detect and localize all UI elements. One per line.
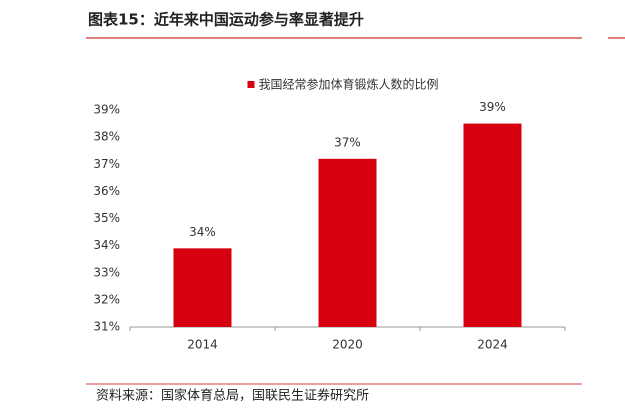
y-tick-label: 39% [93,103,120,117]
y-tick-label: 31% [93,320,120,334]
legend-label: 我国经常参加体育锻炼人数的比例 [259,77,439,92]
y-tick-label: 38% [93,130,120,144]
data-label: 39% [479,100,506,114]
y-tick-label: 32% [93,292,120,306]
y-tick-label: 36% [93,184,120,198]
data-label: 34% [189,225,216,239]
x-tick-label: 2014 [187,338,218,352]
page-title: 图表15：近年来中国运动参与率显著提升 [88,11,364,29]
y-tick-label: 34% [93,238,120,252]
data-label: 37% [334,135,361,149]
y-tick-label: 33% [93,265,120,279]
y-tick-label: 35% [93,211,120,225]
legend-swatch [247,81,255,88]
x-tick-label: 2020 [332,338,363,352]
source-note: 资料来源：国家体育总局，国联民生证券研究所 [96,388,369,404]
bar [173,248,232,327]
bar [463,123,522,327]
y-tick-label: 37% [93,157,120,171]
x-tick-label: 2024 [477,338,508,352]
bar [318,158,377,327]
